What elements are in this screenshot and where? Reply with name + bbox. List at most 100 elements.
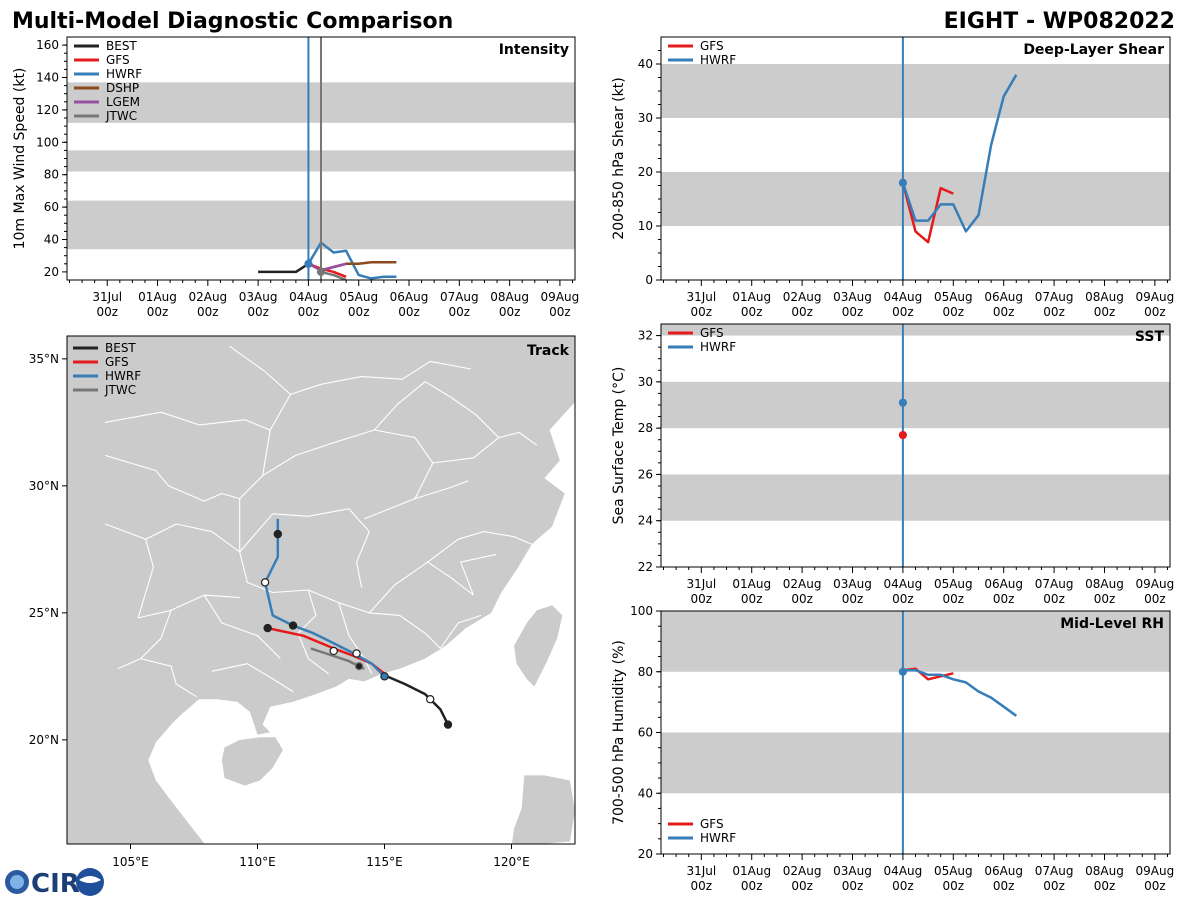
intensity-xtick-day: 09Aug [541, 290, 580, 304]
intensity-series-best [258, 262, 310, 274]
intensity-ytick-label: 20 [44, 265, 59, 279]
intensity-xtick-hour: 00z [449, 305, 471, 319]
cira-logo-globe-highlight [10, 875, 24, 889]
rh-xtick-day: 01Aug [732, 864, 771, 878]
rh-xtick-hour: 00z [842, 879, 864, 893]
intensity-legend-label-gfs: GFS [106, 53, 130, 67]
sst-xtick-hour: 00z [1043, 592, 1065, 606]
track-ytick-label: 25°N [29, 606, 59, 620]
rh-ytick-label: 80 [638, 665, 653, 679]
sst-xtick-hour: 00z [791, 592, 813, 606]
intensity-xtick-hour: 00z [147, 305, 169, 319]
shear-series-hwrf [901, 74, 1018, 233]
track-province-border-16 [439, 614, 482, 649]
shear-xtick-hour: 00z [842, 305, 864, 319]
sst-xtick-day: 31Jul [686, 577, 716, 591]
track-taiwan-island [514, 605, 563, 687]
intensity-series-lgem [307, 262, 347, 272]
track-legend-label-hwrf: HWRF [105, 369, 141, 383]
sst-xtick-hour: 00z [691, 592, 713, 606]
track-province-border-23 [460, 553, 497, 596]
intensity-legend-label-lgem: LGEM [106, 95, 140, 109]
rh-xtick-hour: 00z [1094, 879, 1116, 893]
shear-ytick-label: 20 [638, 165, 653, 179]
sst-xtick-hour: 00z [943, 592, 965, 606]
track-province-border-0 [104, 508, 350, 553]
intensity-ytick-label: 120 [36, 103, 59, 117]
track-title: Track [527, 343, 570, 359]
rh-marker-hwrf-0 [898, 667, 908, 676]
sst-marker-gfs-1 [898, 430, 908, 440]
rh-panel: 2040608010031Jul00z01Aug00z02Aug00z03Aug… [611, 604, 1174, 893]
rh-title: Mid-Level RH [1060, 616, 1164, 632]
intensity-xtick-day: 03Aug [239, 290, 278, 304]
rh-xtick-day: 04Aug [884, 864, 923, 878]
intensity-xtick-hour: 00z [197, 305, 219, 319]
track-legend-label-best: BEST [105, 341, 136, 355]
rh-xtick-hour: 00z [791, 879, 813, 893]
sst-ytick-label: 30 [638, 375, 653, 389]
track-province-border-6 [427, 531, 533, 563]
track-xtick-label: 110°E [239, 855, 276, 869]
sst-title: SST [1135, 329, 1165, 345]
track-province-border-11 [262, 360, 472, 476]
sst-xtick-hour: 00z [1094, 592, 1116, 606]
intensity-xtick-day: 05Aug [339, 290, 378, 304]
intensity-series-jtwc [320, 270, 347, 280]
shear-xtick-day: 06Aug [984, 290, 1023, 304]
sst-xtick-day: 01Aug [732, 577, 771, 591]
shear-legend-label-hwrf: HWRF [700, 53, 736, 67]
shear-xtick-hour: 00z [943, 305, 965, 319]
track-province-border-18 [229, 345, 291, 395]
storm-id-title: EIGHT - WP082022 [944, 9, 1175, 34]
shear-xtick-day: 02Aug [783, 290, 822, 304]
shear-series-gfs [901, 182, 954, 244]
track-marker-hwrf-7 [260, 578, 270, 587]
sst-band-2 [661, 324, 1170, 336]
sst-xtick-day: 09Aug [1136, 577, 1175, 591]
intensity-panel: 2040608010012014016031Jul00z01Aug00z02Au… [12, 36, 580, 319]
shear-xtick-hour: 00z [691, 305, 713, 319]
shear-xtick-hour: 00z [1144, 305, 1166, 319]
shear-xtick-day: 31Jul [686, 290, 716, 304]
sst-ytick-label: 22 [638, 560, 653, 574]
sst-frame [660, 323, 1171, 568]
shear-xtick-hour: 00z [993, 305, 1015, 319]
shear-xtick-day: 03Aug [833, 290, 872, 304]
sst-marker-hwrf-0 [898, 398, 908, 407]
sst-legend-label-hwrf: HWRF [700, 340, 736, 354]
intensity-xtick-day: 01Aug [138, 290, 177, 304]
sst-ytick-label: 32 [638, 329, 653, 343]
rh-xtick-day: 31Jul [686, 864, 716, 878]
rh-xtick-hour: 00z [1043, 879, 1065, 893]
intensity-xtick-hour: 00z [247, 305, 269, 319]
sst-ytick-label: 28 [638, 421, 653, 435]
sst-ytick-label: 24 [638, 514, 653, 528]
intensity-ytick-label: 40 [44, 233, 59, 247]
rh-band-0 [661, 732, 1170, 794]
track-province-border-7 [368, 561, 474, 614]
intensity-title: Intensity [499, 42, 569, 58]
intensity-marker-hwrf-0 [304, 259, 313, 268]
track-panel: 105°E 110°E 115°E 120°E 20°N 25°N 30°N 35°N Trac… [29, 335, 576, 869]
shear-ytick-label: 10 [638, 219, 653, 233]
sst-xtick-day: 04Aug [884, 577, 923, 591]
sst-band-0 [661, 474, 1170, 521]
track-province-border-2 [137, 594, 240, 619]
track-marker-gfs-2 [263, 623, 272, 633]
rh-xtick-hour: 00z [993, 879, 1015, 893]
sst-xtick-day: 07Aug [1035, 577, 1074, 591]
rh-xtick-hour: 00z [1144, 879, 1166, 893]
intensity-xtick-hour: 00z [398, 305, 420, 319]
sst-xtick-day: 08Aug [1085, 577, 1124, 591]
track-province-border-9 [168, 485, 241, 552]
intensity-ytick-label: 100 [36, 135, 59, 149]
shear-ytick-label: 40 [638, 57, 653, 71]
shear-ytick-label: 0 [645, 273, 653, 287]
intensity-xtick-day: 31Jul [92, 290, 122, 304]
intensity-ytick-label: 160 [36, 38, 59, 52]
rh-xtick-day: 07Aug [1035, 864, 1074, 878]
track-marker-best-1 [426, 695, 435, 704]
track-ytick-label: 20°N [29, 733, 59, 747]
